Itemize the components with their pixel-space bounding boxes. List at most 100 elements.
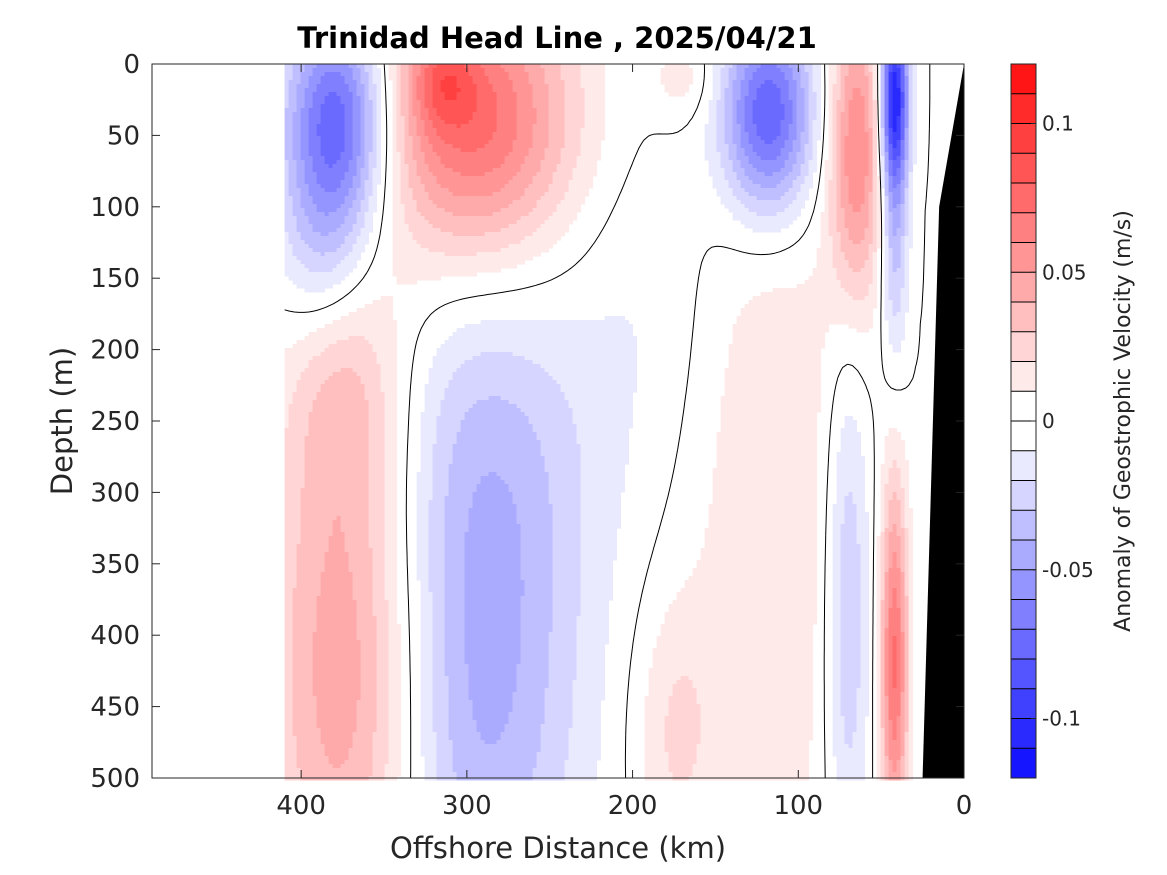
field-cell	[313, 88, 318, 93]
field-cell	[301, 568, 306, 573]
field-cell	[357, 772, 362, 777]
field-cell	[381, 668, 386, 673]
field-cell	[393, 468, 398, 473]
field-cell	[381, 580, 386, 585]
field-cell	[309, 368, 314, 373]
field-cell	[353, 116, 358, 121]
field-cell	[329, 128, 334, 133]
field-cell	[337, 256, 342, 261]
field-cell	[345, 720, 350, 725]
field-cell	[401, 160, 406, 165]
field-cell	[321, 668, 326, 673]
field-cell	[337, 120, 342, 125]
field-cell	[369, 420, 374, 425]
field-cell	[329, 228, 334, 233]
field-cell	[345, 68, 350, 73]
field-cell	[297, 212, 302, 217]
field-cell	[285, 136, 290, 141]
field-cell	[321, 516, 326, 521]
field-cell	[325, 440, 330, 445]
field-cell	[393, 424, 398, 429]
field-cell	[289, 172, 294, 177]
field-cell	[293, 544, 298, 549]
field-cell	[389, 676, 394, 681]
field-cell	[305, 540, 310, 545]
field-cell	[337, 696, 342, 701]
field-cell	[393, 712, 398, 717]
field-cell	[341, 268, 346, 273]
field-cell	[373, 724, 378, 729]
field-cell	[369, 160, 374, 165]
field-cell	[333, 688, 338, 693]
field-cell	[349, 756, 354, 761]
field-cell	[357, 132, 362, 137]
field-cell	[349, 764, 354, 769]
field-cell	[377, 356, 382, 361]
field-cell	[353, 756, 358, 761]
field-cell	[345, 384, 350, 389]
field-cell	[309, 204, 314, 209]
field-cell	[381, 660, 386, 665]
field-cell	[345, 404, 350, 409]
field-cell	[301, 84, 306, 89]
field-cell	[309, 600, 314, 605]
field-cell	[385, 672, 390, 677]
field-cell	[373, 488, 378, 493]
field-cell	[345, 732, 350, 737]
field-cell	[285, 176, 290, 181]
field-cell	[341, 380, 346, 385]
field-cell	[345, 672, 350, 677]
field-cell	[345, 496, 350, 501]
field-cell	[289, 456, 294, 461]
field-cell	[293, 452, 298, 457]
field-cell	[301, 600, 306, 605]
field-cell	[293, 696, 298, 701]
field-cell	[345, 696, 350, 701]
field-cell	[345, 88, 350, 93]
field-cell	[305, 348, 310, 353]
field-cell	[293, 468, 298, 473]
field-cell	[385, 752, 390, 757]
field-cell	[301, 436, 306, 441]
field-cell	[289, 752, 294, 757]
field-cell	[285, 440, 290, 445]
field-cell	[389, 692, 394, 697]
field-cell	[417, 76, 422, 81]
field-cell	[321, 396, 326, 401]
field-cell	[365, 176, 370, 181]
field-cell	[309, 548, 314, 553]
field-cell	[321, 736, 326, 741]
field-cell	[333, 620, 338, 625]
field-cell	[317, 612, 322, 617]
field-cell	[309, 532, 314, 537]
field-cell	[357, 316, 362, 321]
field-cell	[341, 184, 346, 189]
field-cell	[337, 732, 342, 737]
field-cell	[365, 436, 370, 441]
field-cell	[321, 344, 326, 349]
field-cell	[285, 180, 290, 185]
field-cell	[365, 552, 370, 557]
field-cell	[293, 364, 298, 369]
field-cell	[321, 228, 326, 233]
field-cell	[333, 492, 338, 497]
field-cell	[297, 156, 302, 161]
field-cell	[389, 480, 394, 485]
field-cell	[389, 484, 394, 489]
field-cell	[421, 508, 426, 513]
field-cell	[357, 224, 362, 229]
field-cell	[401, 84, 406, 89]
field-cell	[329, 104, 334, 109]
field-cell	[389, 332, 394, 337]
field-cell	[417, 168, 422, 173]
field-cell	[333, 352, 338, 357]
field-cell	[377, 100, 382, 105]
field-cell	[337, 412, 342, 417]
field-cell	[357, 536, 362, 541]
field-cell	[337, 548, 342, 553]
field-cell	[349, 132, 354, 137]
field-cell	[333, 532, 338, 537]
field-cell	[377, 576, 382, 581]
field-cell	[361, 668, 366, 673]
field-cell	[361, 528, 366, 533]
